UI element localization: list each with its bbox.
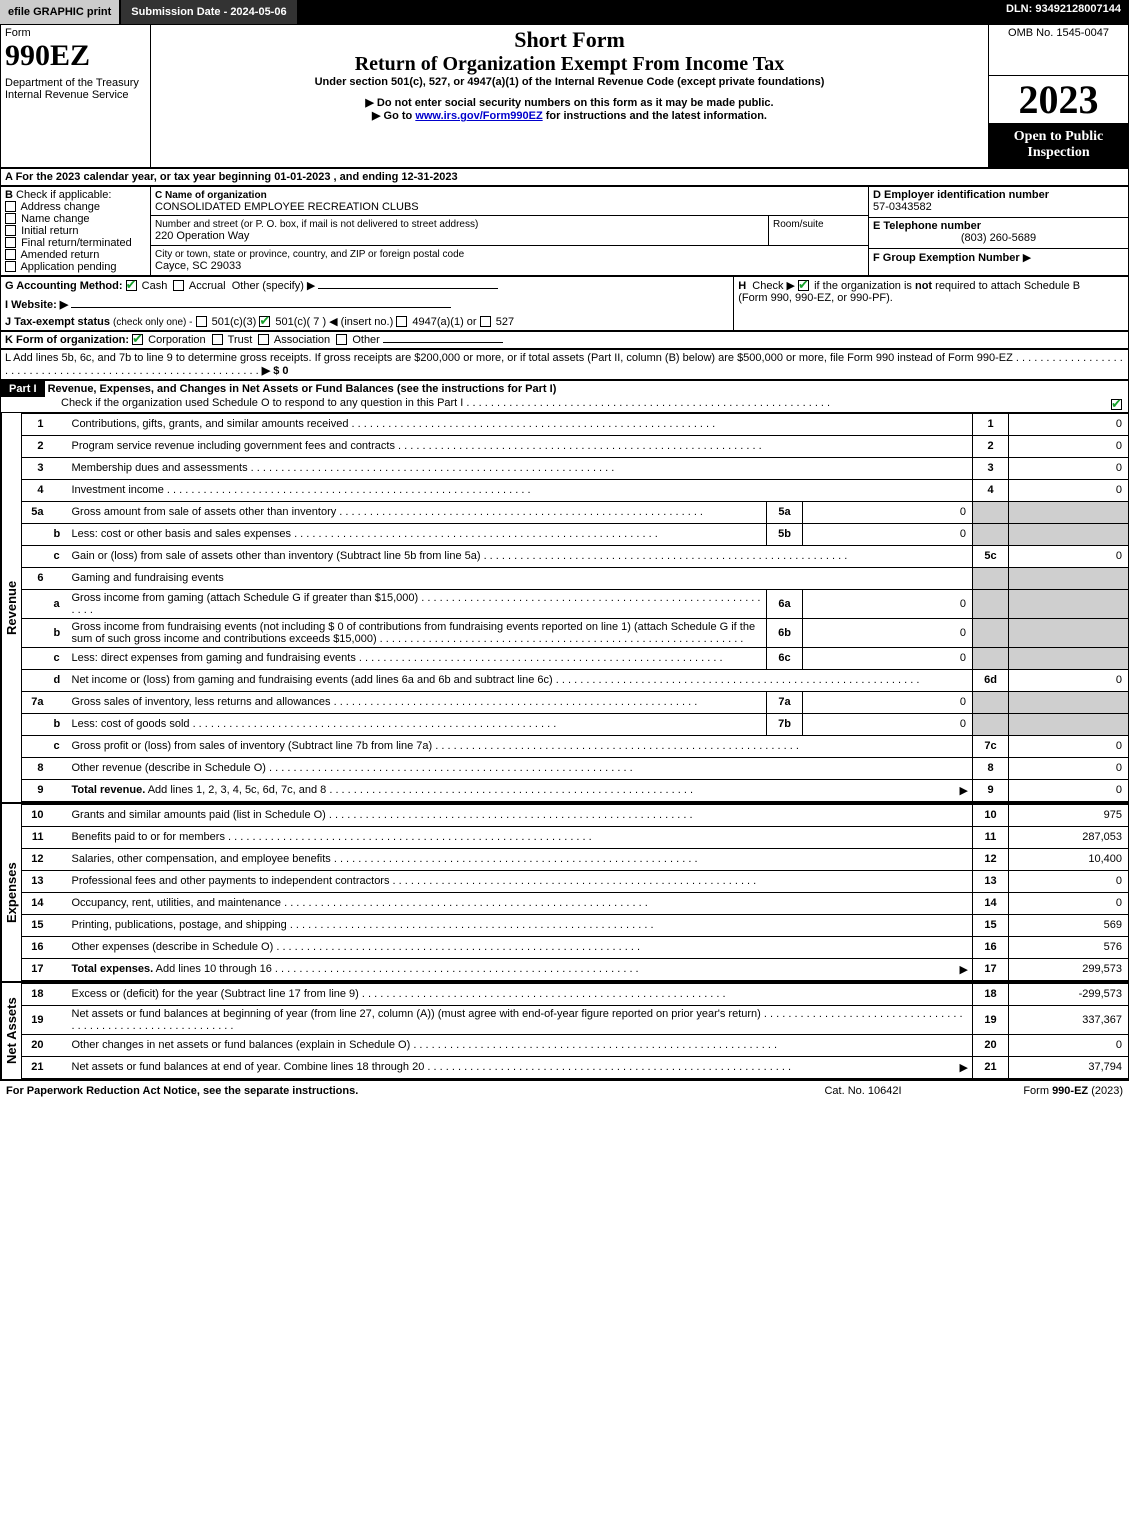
street-address: 220 Operation Way <box>155 230 249 242</box>
assoc-checkbox[interactable] <box>258 334 269 345</box>
line-row: 21Net assets or fund balances at end of … <box>22 1056 1129 1078</box>
other-org-checkbox[interactable] <box>336 334 347 345</box>
boxb-option-label: Amended return <box>20 249 99 261</box>
line-row: 19Net assets or fund balances at beginni… <box>22 1005 1129 1034</box>
trust-checkbox[interactable] <box>212 334 223 345</box>
line-row: cGain or (loss) from sale of assets othe… <box>22 545 1129 567</box>
netassets-section-label: Net Assets <box>1 983 21 1079</box>
catalog-number: Cat. No. 10642I <box>763 1085 963 1097</box>
line-row: 3Membership dues and assessments30 <box>22 457 1129 479</box>
boxb-option-checkbox[interactable] <box>5 249 16 260</box>
4947-checkbox[interactable] <box>396 316 407 327</box>
efile-print-button[interactable]: efile GRAPHIC print <box>0 0 119 24</box>
boxb-option-checkbox[interactable] <box>5 201 16 212</box>
short-form-title: Short Form <box>155 27 984 53</box>
part1-title: Revenue, Expenses, and Changes in Net As… <box>48 383 557 395</box>
omb-number: OMB No. 1545-0047 <box>989 25 1129 76</box>
line-row: 7aGross sales of inventory, less returns… <box>22 691 1129 713</box>
cash-checkbox[interactable] <box>126 280 137 291</box>
ein-value: 57-0343582 <box>873 201 932 213</box>
boxb-option-checkbox[interactable] <box>5 225 16 236</box>
form-header: Form 990EZ Short Form Return of Organiza… <box>0 24 1129 168</box>
top-bar: efile GRAPHIC print Submission Date - 20… <box>0 0 1129 24</box>
line-row: dNet income or (loss) from gaming and fu… <box>22 669 1129 691</box>
netassets-table: 18Excess or (deficit) for the year (Subt… <box>21 983 1129 1079</box>
line-row: 9Total revenue. Add lines 1, 2, 3, 4, 5c… <box>22 779 1129 801</box>
boxb-option-checkbox[interactable] <box>5 237 16 248</box>
527-checkbox[interactable] <box>480 316 491 327</box>
tax-year: 2023 <box>989 76 1128 123</box>
paperwork-notice: For Paperwork Reduction Act Notice, see … <box>6 1085 763 1097</box>
501c-checkbox[interactable] <box>259 316 270 327</box>
line-row: 14Occupancy, rent, utilities, and mainte… <box>22 892 1129 914</box>
line-row: 15Printing, publications, postage, and s… <box>22 914 1129 936</box>
form-word: Form <box>5 27 31 39</box>
part1-tab: Part I <box>1 381 45 397</box>
line-row: cLess: direct expenses from gaming and f… <box>22 647 1129 669</box>
entity-block: B Check if applicable: Address change Na… <box>0 186 1129 276</box>
line-row: 17Total expenses. Add lines 10 through 1… <box>22 958 1129 980</box>
phone-value: (803) 260-5689 <box>873 232 1124 244</box>
form-footer-label: Form 990-EZ (2023) <box>963 1085 1123 1097</box>
schedo-checkbox[interactable] <box>1111 399 1122 410</box>
line-row: 5aGross amount from sale of assets other… <box>22 501 1129 523</box>
line-k: K Form of organization: Corporation Trus… <box>1 331 1129 348</box>
expenses-table: 10Grants and similar amounts paid (list … <box>21 804 1129 981</box>
dept-label: Department of the Treasury Internal Reve… <box>1 75 151 167</box>
line-row: 11Benefits paid to or for members11287,0… <box>22 826 1129 848</box>
line-row: cGross profit or (loss) from sales of in… <box>22 735 1129 757</box>
expenses-section-label: Expenses <box>1 804 21 981</box>
line-row: 8Other revenue (describe in Schedule O)8… <box>22 757 1129 779</box>
org-name: CONSOLIDATED EMPLOYEE RECREATION CLUBS <box>155 201 419 213</box>
line-row: 10Grants and similar amounts paid (list … <box>22 804 1129 826</box>
irs-link[interactable]: www.irs.gov/Form990EZ <box>415 110 542 122</box>
line-row: bLess: cost or other basis and sales exp… <box>22 523 1129 545</box>
dln-label: DLN: 93492128007144 <box>998 0 1129 24</box>
line-row: 12Salaries, other compensation, and empl… <box>22 848 1129 870</box>
revenue-table: 1Contributions, gifts, grants, and simil… <box>21 413 1129 802</box>
corp-checkbox[interactable] <box>132 334 143 345</box>
form-number: 990EZ <box>5 39 90 72</box>
ein-label: D Employer identification number <box>873 189 1049 201</box>
line-row: 6Gaming and fundraising events <box>22 567 1129 589</box>
schedb-checkbox[interactable] <box>798 280 809 291</box>
ssn-note: ▶ Do not enter social security numbers o… <box>155 96 984 109</box>
submission-date-label: Submission Date - 2024-05-06 <box>121 0 296 24</box>
line-row: 1Contributions, gifts, grants, and simil… <box>22 413 1129 435</box>
boxb-option-checkbox[interactable] <box>5 213 16 224</box>
line-row: bGross income from fundraising events (n… <box>22 618 1129 647</box>
part1-checknote: Check if the organization used Schedule … <box>1 397 830 409</box>
line-row: 16Other expenses (describe in Schedule O… <box>22 936 1129 958</box>
boxb-option-label: Application pending <box>20 261 116 273</box>
boxb-option-label: Address change <box>20 201 100 213</box>
main-title: Return of Organization Exempt From Incom… <box>155 53 984 76</box>
boxb-option-checkbox[interactable] <box>5 261 16 272</box>
line-row: 20Other changes in net assets or fund ba… <box>22 1034 1129 1056</box>
line-a: A For the 2023 calendar year, or tax yea… <box>1 168 1129 185</box>
phone-label: E Telephone number <box>873 220 981 232</box>
group-exemption-label: F Group Exemption Number <box>873 252 1020 264</box>
open-public-label: Open to Public Inspection <box>989 123 1128 167</box>
501c3-checkbox[interactable] <box>196 316 207 327</box>
line-row: 18Excess or (deficit) for the year (Subt… <box>22 983 1129 1005</box>
boxb-option-label: Initial return <box>21 225 78 237</box>
subtitle: Under section 501(c), 527, or 4947(a)(1)… <box>155 76 984 88</box>
city-state-zip: Cayce, SC 29033 <box>155 260 241 272</box>
line-row: 2Program service revenue including gover… <box>22 435 1129 457</box>
boxb-option-label: Name change <box>21 213 90 225</box>
line-l: L Add lines 5b, 6c, and 7b to line 9 to … <box>1 349 1129 379</box>
accrual-checkbox[interactable] <box>173 280 184 291</box>
revenue-section-label: Revenue <box>1 413 21 802</box>
goto-note: ▶ Go to www.irs.gov/Form990EZ for instru… <box>155 109 984 122</box>
line-row: 4Investment income40 <box>22 479 1129 501</box>
line-row: bLess: cost of goods sold7b0 <box>22 713 1129 735</box>
boxb-option-label: Final return/terminated <box>21 237 132 249</box>
line-row: aGross income from gaming (attach Schedu… <box>22 589 1129 618</box>
page-footer: For Paperwork Reduction Act Notice, see … <box>0 1081 1129 1101</box>
line-row: 13Professional fees and other payments t… <box>22 870 1129 892</box>
